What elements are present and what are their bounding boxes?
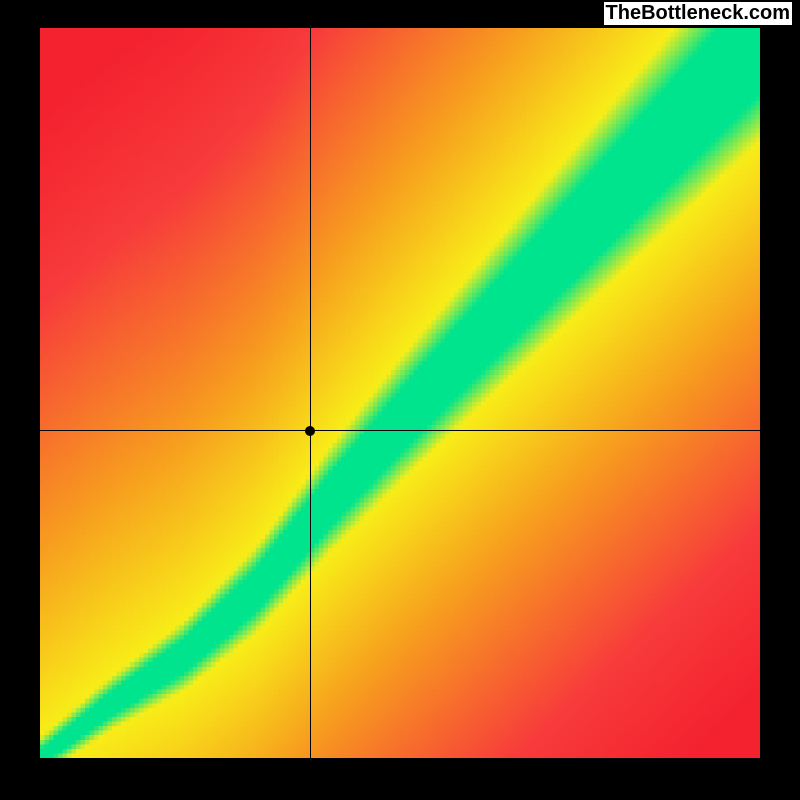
crosshair-horizontal: [40, 430, 760, 431]
chart-container: TheBottleneck.com: [0, 0, 800, 800]
plot-area: [40, 28, 760, 758]
heatmap-canvas: [40, 28, 760, 758]
watermark-text: TheBottleneck.com: [604, 2, 792, 25]
crosshair-vertical: [310, 28, 311, 758]
data-point-marker: [305, 426, 315, 436]
